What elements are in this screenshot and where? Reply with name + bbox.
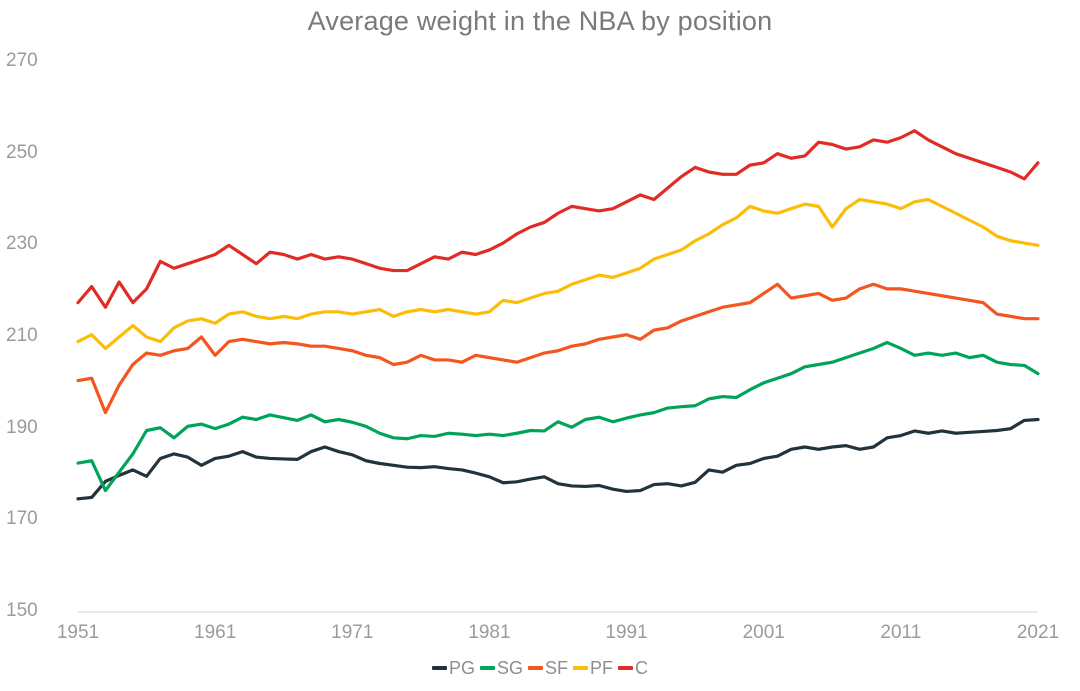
- y-axis-tick-label: 270: [6, 50, 38, 71]
- legend-swatch-icon: [431, 666, 447, 670]
- chart-title: Average weight in the NBA by position: [307, 6, 773, 36]
- legend-item-pg[interactable]: PG: [431, 658, 475, 678]
- legend-label: PF: [590, 658, 614, 678]
- y-axis-tick-label: 170: [6, 508, 38, 530]
- y-axis-tick-label: 190: [6, 416, 38, 438]
- legend-swatch-icon: [479, 666, 495, 670]
- y-axis: 150 170 190 210 230 250 270: [6, 0, 58, 691]
- legend-item-pf[interactable]: PF: [573, 659, 613, 677]
- x-axis-tick-label: 1991: [605, 622, 648, 643]
- x-axis-tick-label: 1971: [331, 622, 374, 643]
- legend-swatch-icon: [528, 666, 543, 670]
- legend-swatch-icon: [618, 666, 634, 670]
- series-line-pf[interactable]: [76, 197, 1040, 351]
- y-axis-tick-label: 210: [6, 325, 38, 346]
- legend-swatch-icon: [573, 666, 589, 670]
- x-axis-tick-label: 1961: [194, 622, 237, 643]
- chart-legend: PG SG SF PF C: [0, 659, 1080, 677]
- legend-item-sf[interactable]: SF: [528, 659, 568, 677]
- series-line-sf[interactable]: [76, 282, 1040, 415]
- series-line-c[interactable]: [76, 129, 1040, 309]
- series-line-pg[interactable]: [76, 417, 1040, 501]
- x-axis-tick-label: 2021: [1016, 622, 1060, 643]
- legend-label: PG: [448, 658, 475, 678]
- x-axis-tick-label: 2001: [742, 622, 785, 643]
- x-axis-tick-label: 1951: [56, 622, 100, 643]
- legend-label: SF: [545, 658, 569, 678]
- legend-label: SG: [496, 658, 523, 678]
- y-axis-tick-label: 230: [6, 233, 38, 255]
- legend-label: C: [635, 658, 649, 678]
- legend-item-sg[interactable]: SG: [479, 658, 523, 678]
- x-axis-tick-label: 2011: [880, 622, 922, 643]
- y-axis-tick-label: 150: [6, 600, 38, 621]
- y-axis-tick-label: 250: [6, 141, 38, 163]
- series-line-sg[interactable]: [76, 340, 1040, 493]
- x-axis-tick-label: 1981: [468, 622, 511, 643]
- legend-item-c[interactable]: C: [618, 659, 648, 677]
